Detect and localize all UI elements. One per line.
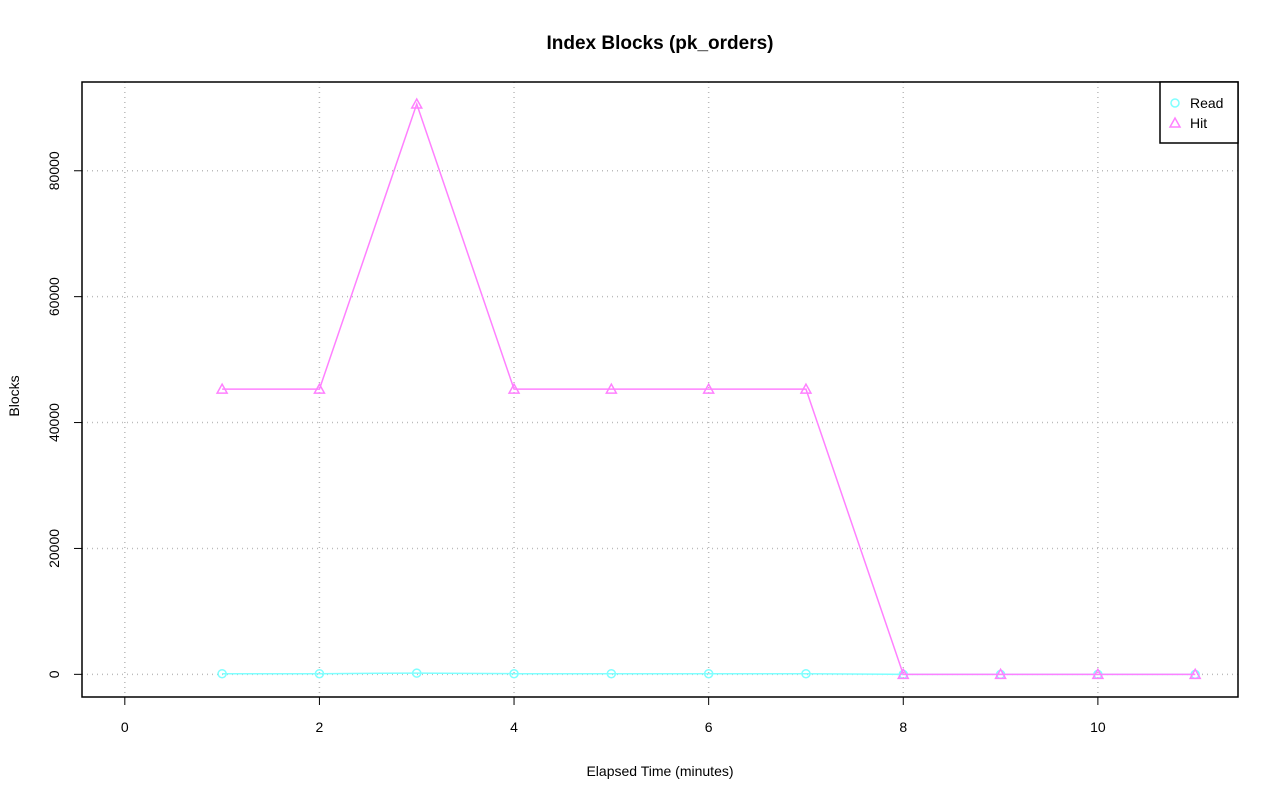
marker — [994, 667, 1007, 680]
marker — [217, 668, 227, 679]
marker — [410, 97, 424, 109]
marker — [1188, 667, 1202, 680]
plot-frame — [81, 81, 1239, 698]
legend-marker — [1170, 98, 1180, 108]
x-tick-label: 6 — [705, 719, 713, 735]
marker — [509, 668, 519, 679]
legend-label: Read — [1190, 95, 1223, 111]
x-tick-label: 4 — [510, 719, 518, 735]
y-tick-label: 60000 — [46, 277, 62, 316]
x-tick-label: 8 — [899, 719, 907, 735]
series-line — [222, 101, 1196, 676]
y-tick-label: 20000 — [46, 529, 62, 568]
y-tick-label: 0 — [46, 670, 62, 678]
marker — [703, 668, 714, 679]
marker — [313, 382, 326, 394]
marker — [215, 382, 229, 394]
marker — [411, 668, 422, 678]
marker — [801, 668, 811, 679]
marker — [799, 382, 813, 394]
marker — [606, 668, 617, 679]
x-axis-label: Elapsed Time (minutes) — [586, 763, 733, 779]
marker — [605, 382, 618, 394]
marker — [314, 668, 325, 679]
marker — [507, 382, 521, 394]
y-tick-label: 40000 — [46, 403, 62, 442]
x-tick-label: 10 — [1090, 719, 1106, 735]
plot-area: 0 2 4 6 8 10 0 20000 40000 60000 80000 Read Hit — [46, 81, 1239, 735]
marker — [702, 382, 715, 394]
x-tick-label: 2 — [316, 719, 324, 735]
legend-marker — [1168, 116, 1182, 128]
legend-label: Hit — [1190, 115, 1207, 131]
y-axis-label: Blocks — [6, 375, 22, 416]
y-tick-label: 80000 — [46, 151, 62, 190]
chart-title: Index Blocks (pk_orders) — [546, 33, 773, 54]
marker — [896, 667, 910, 680]
legend-box — [1159, 81, 1239, 144]
x-tick-label: 0 — [121, 719, 129, 735]
marker — [1091, 667, 1105, 680]
